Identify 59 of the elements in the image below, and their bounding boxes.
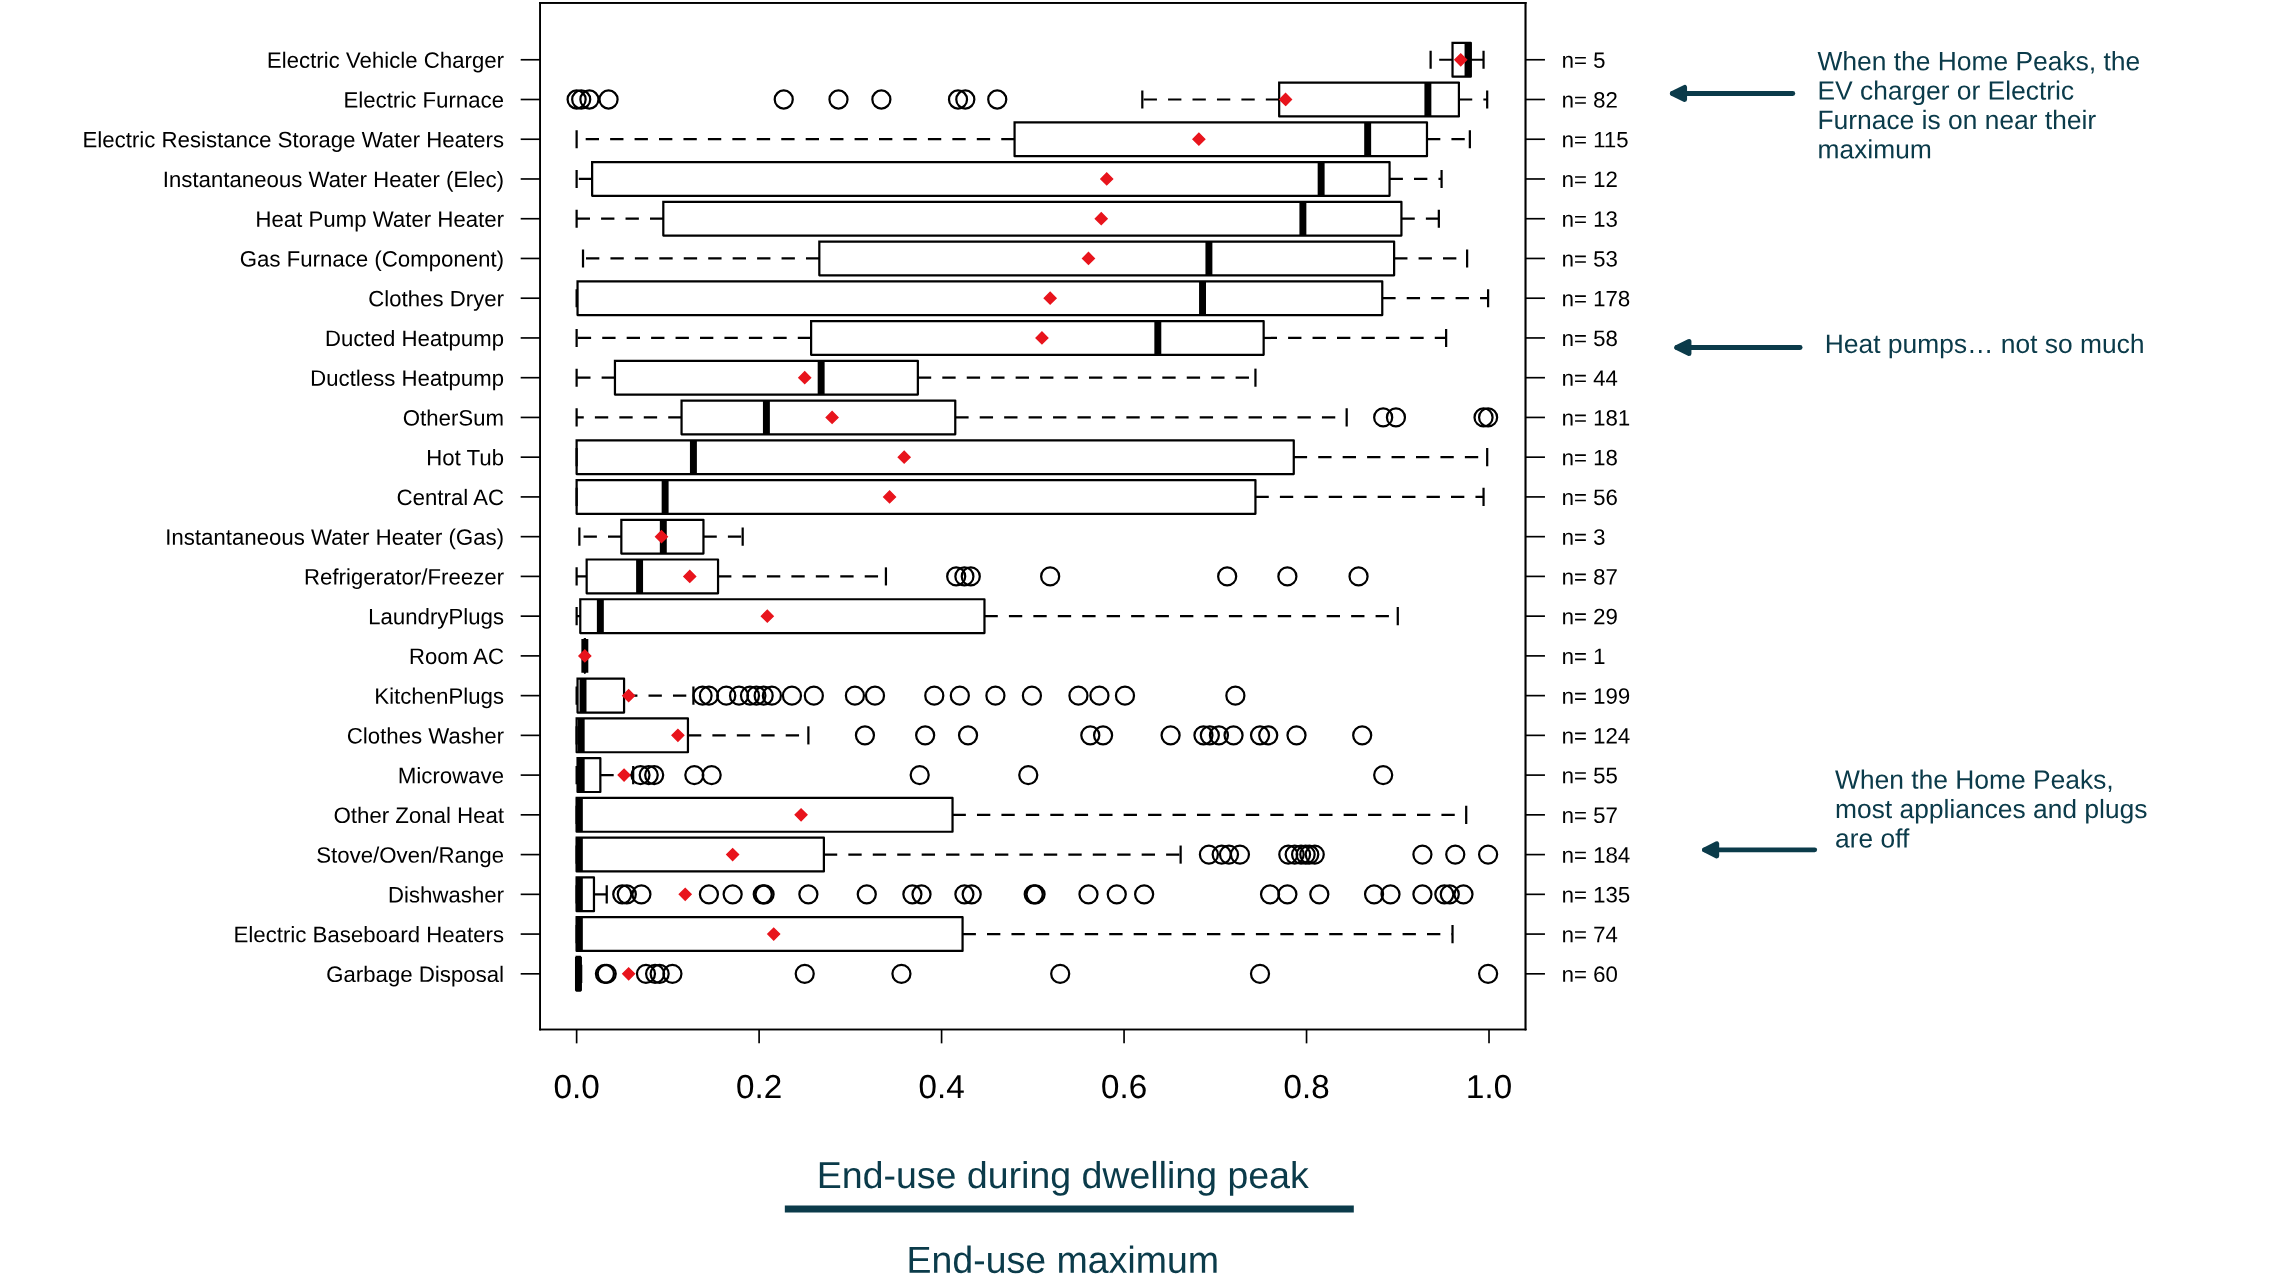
y-tick-label: Central AC xyxy=(397,488,504,506)
y-tick-label: Room AC xyxy=(410,648,504,665)
y2-tick-label: n= 181 xyxy=(1563,409,1630,426)
y2-tick-label: n= 1 xyxy=(1563,648,1605,664)
y-tick-label: OtherSum xyxy=(403,409,503,426)
text: When the Home Peaks, most appliances and plugs are off xyxy=(1835,769,2147,848)
y-tick-label: Other Zonal Heat xyxy=(334,806,504,824)
y-tick-label: Instantaneous Water Heater (Elec) xyxy=(164,170,503,192)
y2-tick-label: n= 12 xyxy=(1563,171,1617,188)
y2-tick-label: n= 115 xyxy=(1563,132,1628,148)
y-tick-label: Electric Resistance Storage Water Heaters xyxy=(84,131,504,152)
y2-tick-label: n= 87 xyxy=(1563,568,1617,585)
y2-tick-label: n= 58 xyxy=(1563,330,1617,347)
y2-tick-label: n= 29 xyxy=(1563,608,1617,625)
text: End-use maximum xyxy=(909,1245,1217,1274)
y-tick-label: Microwave xyxy=(399,767,504,784)
y2-tick-label: n= 53 xyxy=(1563,251,1617,267)
y2-tick-label: n= 60 xyxy=(1563,966,1617,983)
x-tick-label: 0.6 xyxy=(1102,1074,1146,1099)
y2-tick-label: n= 124 xyxy=(1563,727,1630,744)
y2-tick-label: n= 199 xyxy=(1563,688,1630,704)
x-tick-label: 0.4 xyxy=(919,1074,964,1099)
y-tick-label: Stove/Oven/Range xyxy=(317,846,504,868)
text: When the Home Peaks, the EV charger or Electric Furnace is on near their maximum xyxy=(1817,51,2139,159)
y-tick-label: Refrigerator/Freezer xyxy=(305,568,504,590)
y-tick-label: Dishwasher xyxy=(389,886,504,903)
y2-tick-label: n= 135 xyxy=(1563,886,1630,903)
y-tick-label: Garbage Disposal xyxy=(327,965,503,987)
y2-tick-label: n= 178 xyxy=(1563,290,1630,307)
y-tick-label: Gas Furnace (Component) xyxy=(240,250,503,272)
y-tick-label: LaundryPlugs xyxy=(369,608,504,629)
y2-tick-label: n= 5 xyxy=(1563,52,1605,69)
y-tick-label: Ductless Heatpump xyxy=(311,369,504,391)
y-tick-label: Instantaneous Water Heater (Gas) xyxy=(167,528,503,550)
x-tick-label: 0.0 xyxy=(554,1074,599,1099)
y2-tick-label: n= 82 xyxy=(1563,92,1617,108)
y2-tick-label: n= 55 xyxy=(1563,767,1617,784)
x-tick-label: 0.2 xyxy=(737,1074,781,1099)
y-tick-label: KitchenPlugs xyxy=(376,687,504,709)
x-axis-title: End-use during dwelling peak xyxy=(819,1160,1309,1196)
y-tick-label: Clothes Washer xyxy=(347,727,504,744)
y2-tick-label: n= 44 xyxy=(1563,370,1618,386)
x-tick-label: 1.0 xyxy=(1468,1074,1511,1099)
y-tick-label: Heat Pump Water Heater xyxy=(257,211,504,232)
y2-tick-label: n= 18 xyxy=(1563,449,1617,466)
y-tick-label: Ducted Heatpump xyxy=(326,329,504,351)
y2-tick-label: n= 13 xyxy=(1563,211,1617,227)
y-tick-label: Clothes Dryer xyxy=(369,290,504,311)
y2-tick-label: n= 184 xyxy=(1563,847,1630,863)
x-tick-label: 0.8 xyxy=(1284,1074,1329,1099)
y-tick-label: Electric Vehicle Charger xyxy=(268,51,504,73)
y-tick-label: Electric Furnace xyxy=(345,91,504,108)
y2-tick-label: n= 3 xyxy=(1563,529,1605,545)
text: Heat pumps… not so much xyxy=(1826,333,2143,359)
y-tick-label: Electric Baseboard Heaters xyxy=(235,926,504,943)
y-tick-label: Hot Tub xyxy=(428,449,504,466)
y2-tick-label: n= 56 xyxy=(1563,489,1617,506)
y2-tick-label: n= 74 xyxy=(1563,926,1618,943)
y2-tick-label: n= 57 xyxy=(1563,807,1617,824)
